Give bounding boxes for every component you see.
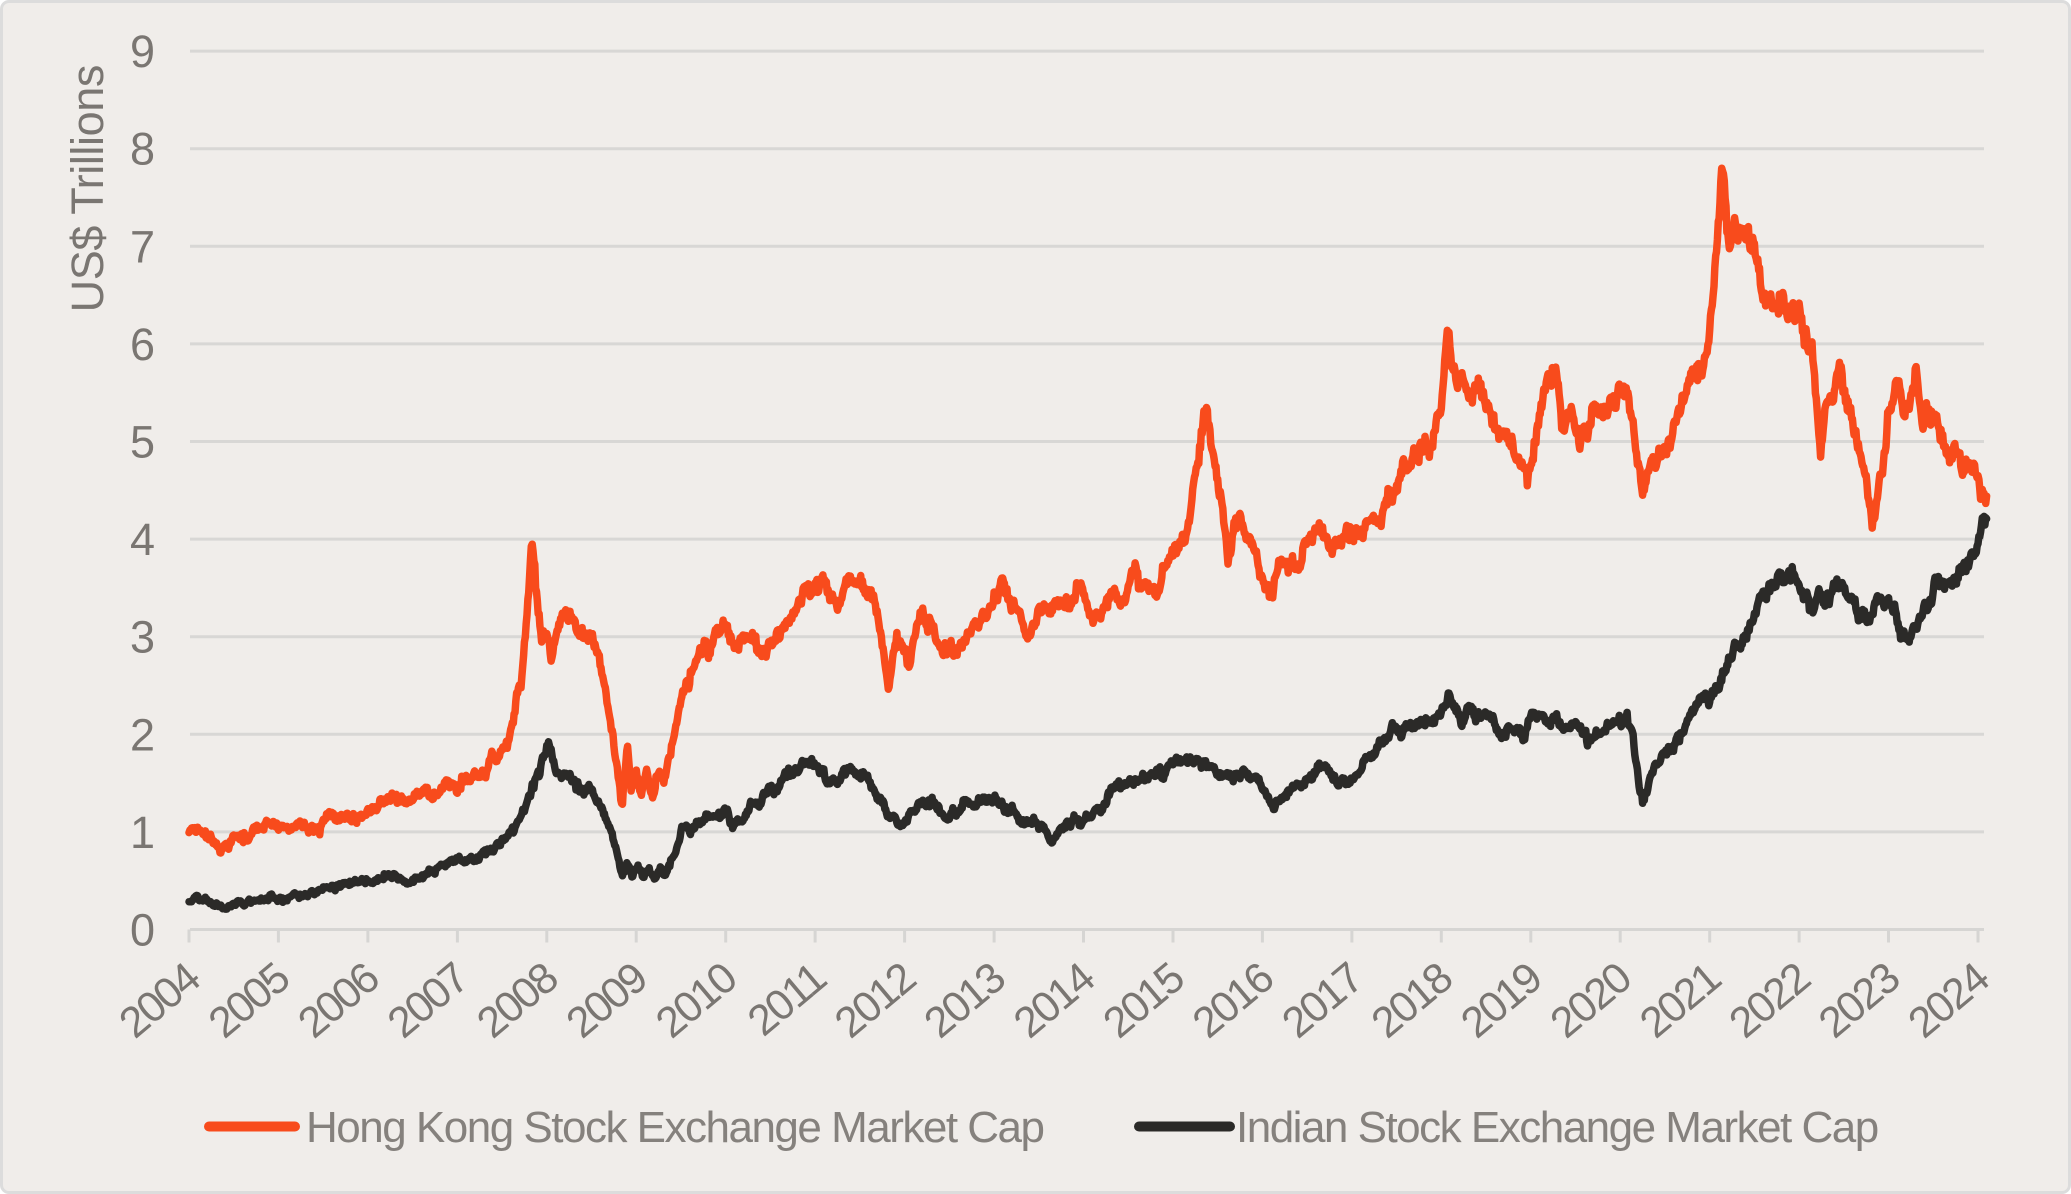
svg-text:2: 2 <box>130 709 155 760</box>
svg-text:2022: 2022 <box>1721 954 1819 1047</box>
svg-text:0: 0 <box>130 905 155 956</box>
svg-text:US$ Trillions: US$ Trillions <box>62 65 113 312</box>
svg-text:3: 3 <box>130 612 155 663</box>
svg-text:2011: 2011 <box>739 954 835 1045</box>
svg-text:7: 7 <box>130 221 155 272</box>
svg-text:2006: 2006 <box>289 954 388 1048</box>
svg-text:2017: 2017 <box>1273 954 1371 1047</box>
svg-text:2012: 2012 <box>826 954 924 1047</box>
svg-text:2023: 2023 <box>1810 954 1909 1048</box>
svg-text:2009: 2009 <box>558 954 656 1047</box>
svg-text:2008: 2008 <box>468 954 567 1048</box>
svg-text:9: 9 <box>130 26 155 77</box>
svg-text:1: 1 <box>130 807 155 858</box>
svg-text:2024: 2024 <box>1899 954 1998 1048</box>
svg-text:Indian Stock Exchange Market C: Indian Stock Exchange Market Cap <box>1236 1103 1878 1152</box>
svg-text:2013: 2013 <box>916 954 1015 1048</box>
svg-text:2019: 2019 <box>1452 954 1550 1047</box>
svg-text:6: 6 <box>130 319 155 370</box>
svg-text:2020: 2020 <box>1542 954 1641 1048</box>
svg-text:2014: 2014 <box>1005 954 1104 1048</box>
svg-text:2004: 2004 <box>110 954 209 1048</box>
svg-text:5: 5 <box>130 417 155 468</box>
svg-text:2016: 2016 <box>1184 954 1283 1048</box>
svg-text:2021: 2021 <box>1631 954 1729 1047</box>
svg-text:Hong Kong Stock Exchange Marke: Hong Kong Stock Exchange Market Cap <box>306 1103 1044 1152</box>
svg-text:8: 8 <box>130 124 155 175</box>
svg-text:2015: 2015 <box>1094 954 1193 1048</box>
svg-text:2010: 2010 <box>647 954 746 1048</box>
svg-text:4: 4 <box>130 514 155 565</box>
svg-text:2005: 2005 <box>200 954 299 1048</box>
svg-text:2018: 2018 <box>1363 954 1462 1048</box>
svg-text:2007: 2007 <box>379 954 477 1047</box>
